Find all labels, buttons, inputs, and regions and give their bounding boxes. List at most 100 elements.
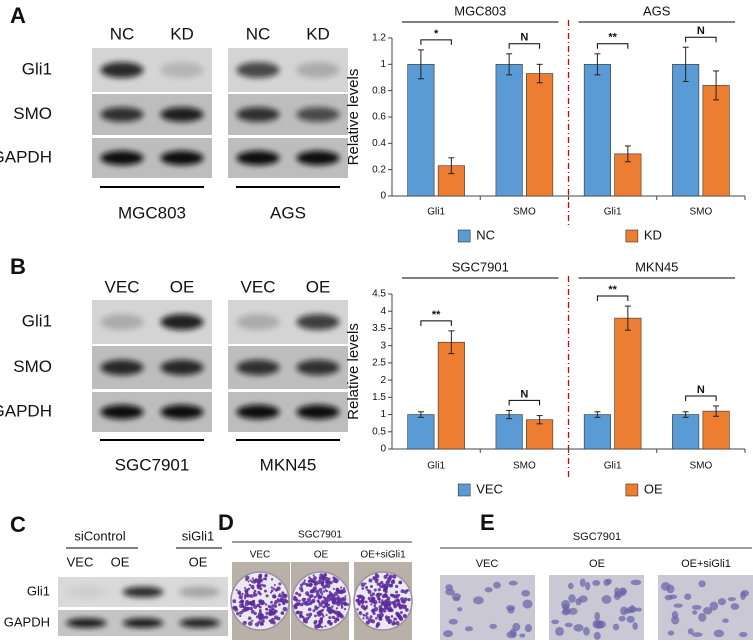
colony xyxy=(394,584,399,589)
cell xyxy=(555,626,564,636)
label: 3.5 xyxy=(372,323,386,334)
bar xyxy=(583,64,611,197)
colony xyxy=(273,615,279,620)
panel-label: C xyxy=(10,512,26,537)
legend-swatch xyxy=(625,483,639,497)
label: SMO xyxy=(513,461,536,472)
colony xyxy=(259,587,263,591)
label: 1 xyxy=(380,409,386,420)
colony xyxy=(363,607,367,611)
label: MKN45 xyxy=(260,455,317,474)
colony xyxy=(274,610,277,613)
label: VEC xyxy=(250,550,271,561)
blot-band xyxy=(100,359,144,376)
colony xyxy=(278,593,281,596)
legend-swatch xyxy=(625,229,639,243)
colony xyxy=(321,593,324,596)
colony xyxy=(308,582,313,588)
colony xyxy=(253,604,258,609)
label: Gli1 xyxy=(427,207,445,218)
colony xyxy=(240,599,244,604)
colony xyxy=(296,601,301,606)
colony xyxy=(244,597,247,600)
colony xyxy=(359,611,362,614)
cell xyxy=(635,607,642,612)
label: 4 xyxy=(380,306,386,317)
colony xyxy=(312,576,317,581)
cell xyxy=(722,618,729,623)
colony xyxy=(251,577,254,580)
label: OE xyxy=(170,277,195,296)
blot-band xyxy=(296,359,340,376)
label: MKN45 xyxy=(635,259,678,274)
colony xyxy=(321,608,325,612)
bar xyxy=(702,410,730,450)
colony xyxy=(262,577,266,581)
bar xyxy=(702,85,730,197)
colony xyxy=(252,579,257,584)
colony xyxy=(388,574,393,579)
blot-band xyxy=(236,150,280,166)
cell xyxy=(692,610,698,615)
label: Gli1 xyxy=(604,461,622,472)
cell xyxy=(740,591,746,601)
label: VEC xyxy=(241,277,276,296)
colony xyxy=(372,576,376,580)
colony xyxy=(327,577,331,581)
label: 0.5 xyxy=(372,426,386,437)
label: Gli1 xyxy=(22,311,52,330)
colony xyxy=(370,619,376,624)
error-bar xyxy=(417,411,424,418)
legend-swatch xyxy=(457,229,471,243)
colony xyxy=(264,607,268,611)
error-bar xyxy=(506,409,513,420)
colony xyxy=(360,582,366,587)
error-bar xyxy=(506,53,513,76)
cell xyxy=(583,626,590,636)
colony xyxy=(403,604,407,608)
label: NC xyxy=(110,24,135,43)
colony xyxy=(236,611,240,616)
colony xyxy=(375,625,379,628)
error-bar xyxy=(536,63,543,84)
colony xyxy=(270,591,273,594)
colony xyxy=(308,579,312,583)
colony xyxy=(251,619,254,622)
label: siControl xyxy=(74,528,125,543)
label: OE xyxy=(314,550,329,561)
blot-band xyxy=(296,107,340,122)
label: 0.4 xyxy=(372,138,386,149)
colony xyxy=(316,612,322,617)
colony xyxy=(263,584,267,588)
colony xyxy=(318,602,323,607)
cell xyxy=(684,593,692,600)
colony xyxy=(308,612,313,617)
cell xyxy=(626,615,635,623)
label: 0.6 xyxy=(372,112,386,123)
bar xyxy=(407,64,435,197)
blot-band xyxy=(100,62,144,78)
cell xyxy=(519,633,526,638)
colony xyxy=(271,604,275,608)
colony xyxy=(381,599,384,602)
colony xyxy=(303,597,307,601)
cell xyxy=(568,594,576,603)
error-bar xyxy=(448,157,455,175)
colony xyxy=(258,592,262,596)
colony xyxy=(377,592,382,597)
blot-band xyxy=(236,314,280,330)
colony xyxy=(239,614,242,618)
colony xyxy=(301,615,305,619)
cell xyxy=(506,604,516,611)
blot-band xyxy=(100,314,144,330)
content: Gli1SMOGAPDHNCKDMGC803NCKDAGSGli1SMOGAPD… xyxy=(0,3,753,640)
blot-band xyxy=(296,404,340,420)
cell xyxy=(575,598,582,606)
bracket xyxy=(685,395,717,401)
error-bar xyxy=(713,70,720,101)
colony xyxy=(332,587,335,590)
cell xyxy=(579,578,586,587)
colony xyxy=(400,589,405,594)
colony xyxy=(343,607,347,611)
colony xyxy=(313,595,317,599)
